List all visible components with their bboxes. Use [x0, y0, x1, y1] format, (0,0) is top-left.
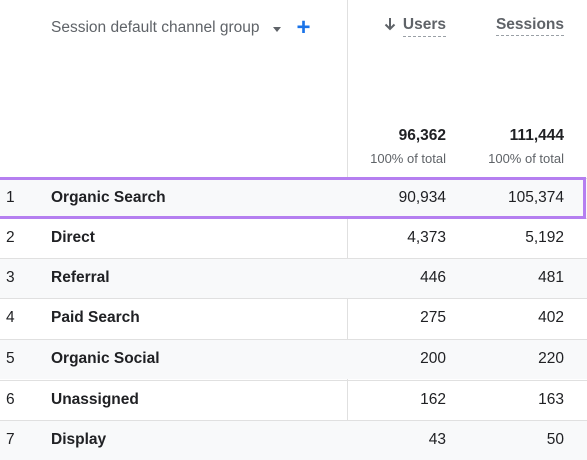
arrow-down-icon — [384, 17, 396, 36]
row-index: 6 — [6, 391, 15, 408]
row-index: 1 — [6, 189, 15, 206]
row-channel-name[interactable]: Organic Social — [51, 350, 160, 367]
row-sessions: 163 — [538, 391, 564, 408]
row-sessions: 220 — [538, 350, 564, 367]
row-channel-name[interactable]: Organic Search — [51, 189, 166, 206]
table-row[interactable]: 6 Unassigned 162 163 — [0, 380, 587, 420]
sessions-column-header[interactable]: Sessions — [495, 16, 564, 36]
row-users: 275 — [420, 309, 446, 326]
users-total: 96,362 — [398, 127, 446, 144]
row-sessions: 105,374 — [507, 189, 564, 206]
row-index: 3 — [6, 269, 15, 286]
row-sessions: 5,192 — [525, 229, 564, 246]
table-row[interactable]: 2 Direct 4,373 5,192 — [0, 218, 587, 258]
row-users: 43 — [428, 431, 446, 448]
row-sessions: 481 — [538, 269, 564, 286]
sessions-total-percent: 100% of total — [488, 151, 564, 166]
row-sessions: 50 — [546, 431, 564, 448]
table-row[interactable]: 7 Display 43 50 — [0, 420, 587, 460]
sessions-total: 111,444 — [509, 127, 564, 144]
row-users: 162 — [420, 391, 446, 408]
row-channel-name[interactable]: Referral — [51, 269, 110, 286]
row-sessions: 402 — [538, 309, 564, 326]
table-row[interactable]: 1 Organic Search 90,934 105,374 — [0, 178, 587, 218]
row-users: 446 — [420, 269, 446, 286]
sessions-header-label: Sessions — [495, 16, 564, 36]
row-channel-name[interactable]: Display — [51, 431, 107, 448]
row-users: 200 — [420, 350, 446, 367]
dimension-label: Session default channel group — [51, 19, 260, 36]
dimension-header: Session default channel group + — [51, 14, 311, 41]
chevron-down-icon[interactable] — [272, 26, 281, 32]
row-users: 90,934 — [398, 189, 446, 206]
row-index: 4 — [6, 309, 15, 326]
users-column-header[interactable]: Users — [384, 16, 446, 37]
row-index: 7 — [6, 431, 15, 448]
row-index: 5 — [6, 350, 15, 367]
row-channel-name[interactable]: Unassigned — [51, 391, 139, 408]
row-channel-name[interactable]: Direct — [51, 229, 95, 246]
plus-icon[interactable]: + — [296, 14, 311, 41]
table-row[interactable]: 5 Organic Social 200 220 — [0, 339, 587, 379]
users-header-label: Users — [402, 16, 446, 37]
row-users: 4,373 — [407, 229, 446, 246]
row-channel-name[interactable]: Paid Search — [51, 309, 140, 326]
row-index: 2 — [6, 229, 15, 246]
users-total-percent: 100% of total — [370, 151, 446, 166]
table-row[interactable]: 3 Referral 446 481 — [0, 258, 587, 298]
table-row[interactable]: 4 Paid Search 275 402 — [0, 298, 587, 338]
column-divider — [347, 0, 348, 455]
